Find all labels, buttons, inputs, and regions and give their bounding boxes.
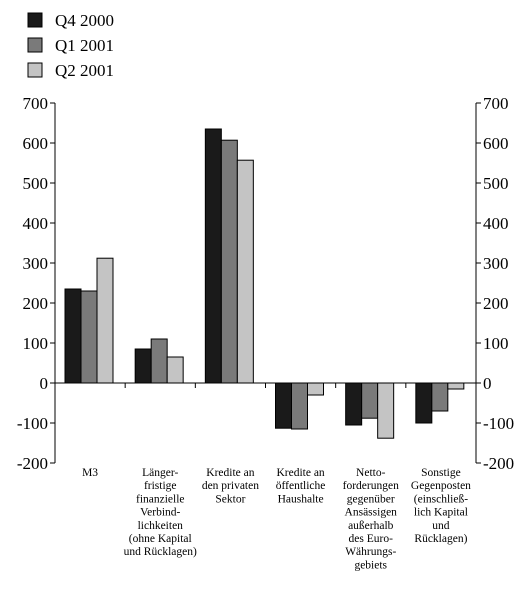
y-tick-label-right: 500	[483, 174, 509, 193]
category-labels: M3 Länger-fristige finanzielle Verbind-lich…	[82, 467, 471, 571]
bar	[236, 159, 254, 384]
bar	[204, 128, 222, 384]
bar	[345, 382, 363, 426]
bar	[150, 338, 168, 384]
bar	[377, 382, 395, 439]
y-tick-label-left: 100	[23, 334, 49, 353]
y-tick-label-right: 600	[483, 134, 509, 153]
bar	[96, 257, 114, 384]
bar	[447, 382, 465, 390]
bar	[166, 356, 184, 384]
bar	[80, 290, 98, 384]
bar	[275, 382, 292, 429]
legend-swatch	[27, 12, 43, 28]
y-tick-label-left: 0	[40, 374, 49, 393]
y-tick-label-right: 200	[483, 294, 509, 313]
category-label: Netto-forderungen gegenüber Ansässigen auße…	[343, 467, 399, 571]
bar	[431, 382, 449, 412]
category-label: Sonstige Gegenposten (einschließ-lich Kapi…	[411, 467, 471, 545]
y-tick-label-left: 400	[23, 214, 49, 233]
bar	[134, 348, 152, 384]
bars	[64, 128, 465, 439]
y-tick-label-right: 300	[483, 254, 509, 273]
y-tick-label-right: 700	[483, 94, 509, 113]
category-label: Kredite an den privaten Sektor	[202, 467, 259, 505]
y-tick-label-left: 200	[23, 294, 49, 313]
y-tick-label-left: 700	[23, 94, 49, 113]
category-label: Länger-fristige finanzielle Verbind-lichke…	[124, 467, 197, 558]
y-tick-label-left: 300	[23, 254, 49, 273]
legend-swatch	[27, 37, 43, 53]
bar	[291, 382, 308, 430]
y-tick-label-right: -200	[483, 454, 514, 473]
category-label: Kredite an öffentliche Haushalte	[276, 467, 326, 505]
legend: Q4 2000 Q1 2001 Q2 2001	[27, 11, 114, 80]
y-tick-label-left: 600	[23, 134, 49, 153]
y-tick-label-left: -100	[17, 414, 48, 433]
y-tick-label-right: 0	[483, 374, 492, 393]
bar	[415, 382, 433, 424]
bar	[361, 382, 379, 419]
y-tick-label-left: -200	[17, 454, 48, 473]
bar	[307, 382, 324, 396]
legend-label: Q1 2001	[55, 36, 114, 55]
legend-label: Q2 2001	[55, 61, 114, 80]
y-tick-label-right: 400	[483, 214, 509, 233]
y-tick-label-right: 100	[483, 334, 509, 353]
category-label: M3	[82, 467, 98, 479]
legend-label: Q4 2000	[55, 11, 114, 30]
y-tick-label-right: -100	[483, 414, 514, 433]
axes: -200 -200 -100 -100 0 0 100 100 200 200 300 300 400 4…	[17, 94, 514, 473]
bar	[64, 288, 82, 384]
y-tick-label-left: 500	[23, 174, 49, 193]
legend-swatch	[27, 62, 43, 78]
bar	[220, 139, 238, 384]
